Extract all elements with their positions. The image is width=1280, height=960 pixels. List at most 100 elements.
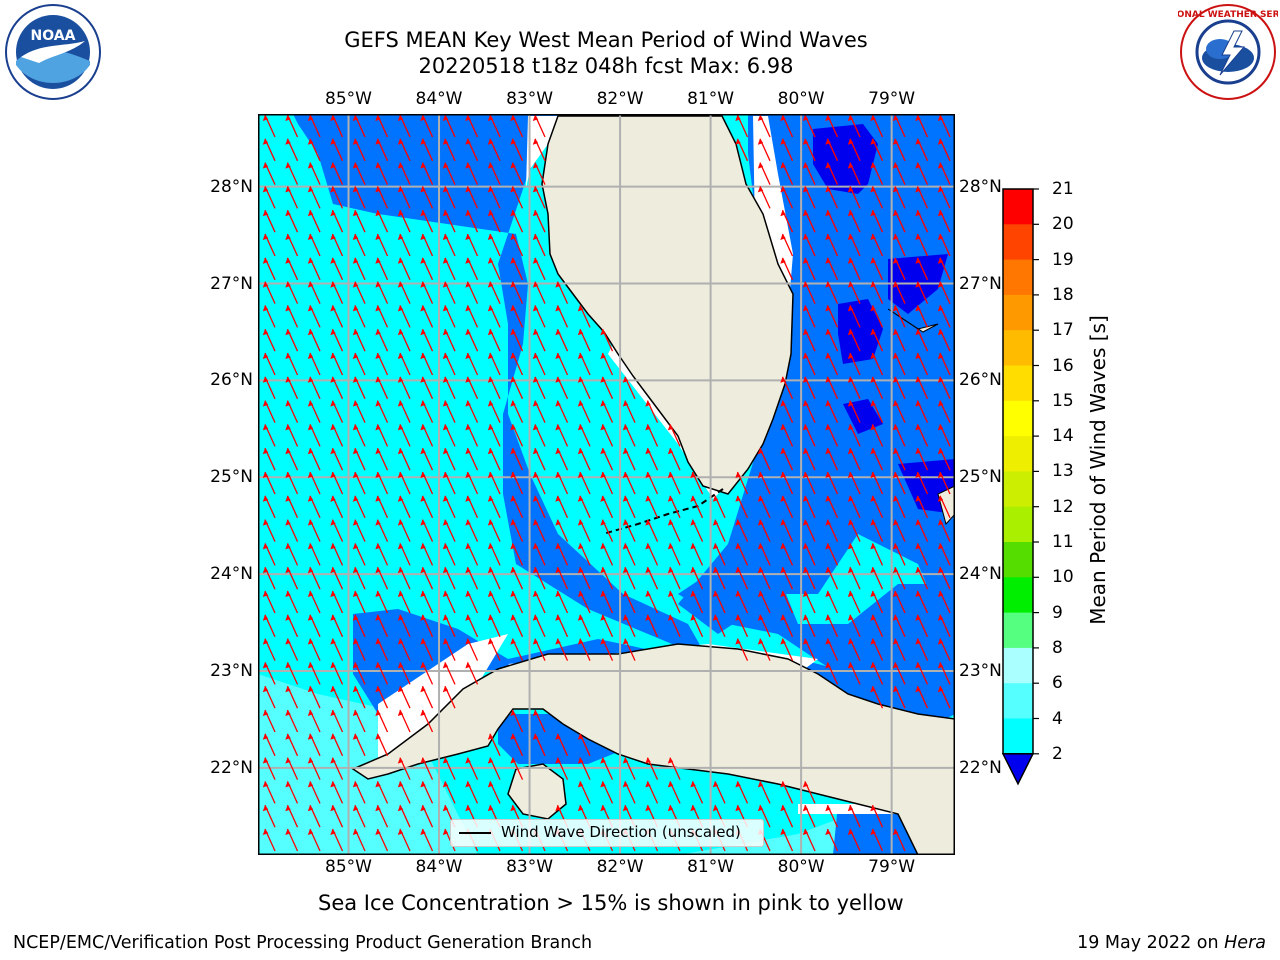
- wave-direction-arrow: [397, 328, 411, 352]
- wave-direction-arrow: [375, 543, 389, 566]
- wave-direction-arrow: [262, 495, 276, 519]
- wave-direction-arrow: [532, 209, 546, 233]
- wave-direction-arrow: [307, 781, 321, 804]
- chart-subtitle: 20220518 t18z 048h fcst Max: 6.98: [418, 54, 794, 78]
- wave-direction-arrow: [397, 781, 411, 804]
- wave-direction-arrow: [915, 543, 929, 566]
- wave-direction-arrow: [397, 305, 411, 328]
- wave-direction-arrow: [667, 590, 681, 614]
- wave-direction-arrow: [285, 162, 299, 185]
- wave-direction-arrow: [780, 209, 794, 233]
- wave-direction-arrow: [375, 257, 389, 281]
- wave-direction-arrow: [847, 471, 861, 495]
- wave-direction-arrow: [780, 519, 794, 542]
- wave-direction-arrow: [487, 471, 501, 495]
- colorbar-band: [1003, 189, 1033, 225]
- wave-direction-arrow: [487, 400, 501, 423]
- wave-direction-arrow: [510, 257, 524, 281]
- wave-direction-arrow: [667, 471, 681, 495]
- wave-direction-arrow: [667, 495, 681, 519]
- wave-direction-arrow: [555, 495, 569, 519]
- wave-direction-arrow: [870, 471, 884, 495]
- wave-direction-arrow: [397, 566, 411, 590]
- wave-direction-arrow: [622, 614, 636, 638]
- colorbar-band: [1003, 365, 1033, 402]
- wave-direction-arrow: [802, 638, 816, 661]
- wave-direction-arrow: [375, 804, 389, 828]
- colorbar-tick-label: 18: [1052, 284, 1074, 305]
- wave-direction-arrow: [330, 376, 344, 400]
- wave-direction-arrow: [510, 733, 524, 757]
- wave-direction-arrow: [307, 709, 321, 733]
- wave-direction-arrow: [870, 138, 884, 162]
- wave-direction-arrow: [600, 614, 614, 638]
- mask-strip: [526, 116, 558, 189]
- wave-direction-arrow: [937, 471, 951, 495]
- latitude-label: 28°N: [210, 176, 253, 197]
- wave-direction-arrow: [330, 709, 344, 733]
- wave-direction-arrow: [510, 400, 524, 423]
- wave-direction-arrow: [262, 305, 276, 328]
- wave-direction-arrow: [712, 614, 726, 638]
- colorbar-band: [1003, 718, 1033, 755]
- wave-direction-arrow: [442, 305, 456, 328]
- wave-direction-arrow: [397, 638, 411, 661]
- wave-direction-arrow: [757, 543, 771, 566]
- wave-direction-arrow: [420, 328, 434, 352]
- latitude-label: 26°N: [959, 370, 1002, 391]
- wave-direction-arrow: [352, 186, 366, 209]
- wave-direction-arrow: [375, 471, 389, 495]
- wave-direction-arrow: [870, 352, 884, 376]
- wave-direction-arrow: [600, 757, 614, 780]
- wave-direction-arrow: [465, 114, 479, 138]
- wave-direction-arrow: [892, 638, 906, 661]
- wave-direction-arrow: [442, 519, 456, 542]
- wave-direction-arrow: [622, 471, 636, 495]
- wave-direction-arrow: [780, 257, 794, 281]
- wave-direction-arrow: [892, 614, 906, 638]
- wave-direction-arrow: [352, 138, 366, 162]
- wave-direction-arrow: [600, 471, 614, 495]
- wave-direction-arrow: [847, 138, 861, 162]
- colorbar-band: [1003, 647, 1033, 684]
- wave-direction-arrow: [577, 352, 591, 376]
- wave-direction-arrow: [442, 662, 456, 685]
- wave-direction-arrow: [510, 209, 524, 233]
- wave-direction-arrow: [262, 209, 276, 233]
- wave-direction-arrow: [780, 614, 794, 638]
- colorbar-tick-label: 14: [1052, 426, 1074, 447]
- wave-direction-arrow: [330, 566, 344, 590]
- wave-direction-arrow: [397, 209, 411, 233]
- wave-direction-arrow: [375, 828, 389, 852]
- wave-direction-arrow: [645, 757, 659, 780]
- wave-direction-arrow: [892, 495, 906, 519]
- wave-direction-arrow: [847, 305, 861, 328]
- wave-direction-arrow: [352, 376, 366, 400]
- wave-direction-arrow: [645, 519, 659, 542]
- wave-direction-arrow: [915, 566, 929, 590]
- wave-direction-arrow: [487, 209, 501, 233]
- wave-direction-arrow: [892, 114, 906, 138]
- wave-direction-arrow: [442, 257, 456, 281]
- wave-direction-arrow: [442, 566, 456, 590]
- wave-direction-arrow: [487, 233, 501, 257]
- wave-direction-arrow: [735, 590, 749, 614]
- wave-direction-arrow: [757, 447, 771, 471]
- longitude-label: 81°W: [687, 89, 735, 109]
- wave-direction-arrow: [420, 352, 434, 376]
- wave-direction-arrow: [352, 162, 366, 185]
- wave-direction-arrow: [870, 209, 884, 233]
- wind-wave-direction-arrows: [262, 114, 951, 852]
- wave-direction-arrow: [937, 638, 951, 661]
- wave-direction-arrow: [487, 495, 501, 519]
- wave-direction-arrow: [397, 376, 411, 400]
- wave-direction-arrow: [847, 162, 861, 185]
- wave-direction-arrow: [600, 781, 614, 804]
- wave-direction-arrow: [532, 352, 546, 376]
- wave-direction-arrow: [870, 543, 884, 566]
- wave-direction-arrow: [915, 424, 929, 447]
- latitude-label: 27°N: [959, 273, 1002, 294]
- wave-direction-arrow: [937, 566, 951, 590]
- wave-direction-arrow: [510, 471, 524, 495]
- wave-direction-arrow: [375, 519, 389, 542]
